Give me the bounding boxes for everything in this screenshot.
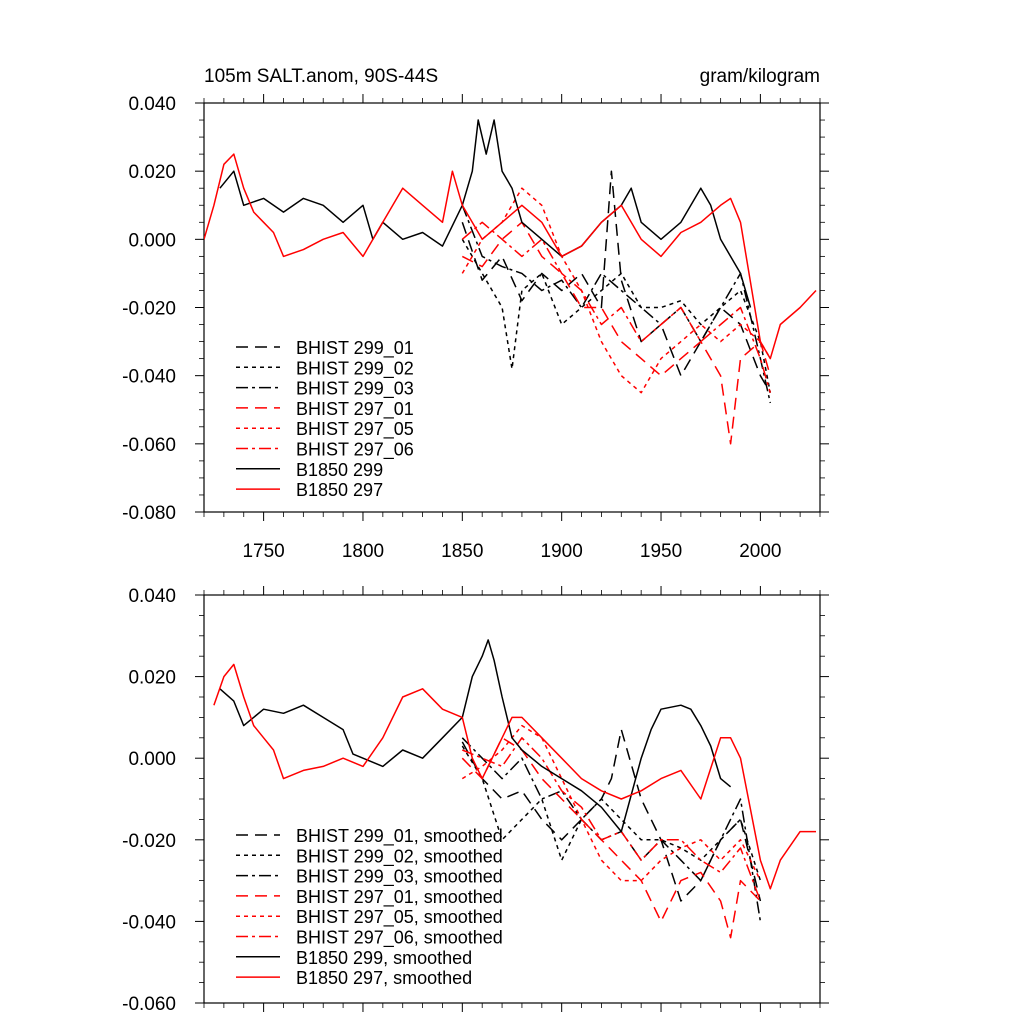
legend-label: BHIST 297_05, smoothed xyxy=(296,907,503,928)
units-label: gram/kilogram xyxy=(700,66,820,87)
series-line xyxy=(461,238,772,393)
series-line xyxy=(461,221,772,445)
series-line xyxy=(462,737,762,902)
legend-label: BHIST 299_03 xyxy=(296,379,414,400)
legend-label: BHIST 299_02, smoothed xyxy=(296,846,503,867)
x-tick-label: 1950 xyxy=(640,541,682,562)
y-tick-label: -0.060 xyxy=(122,994,176,1015)
y-tick-label: 0.040 xyxy=(128,94,176,115)
series-line xyxy=(461,221,772,393)
legend-label: BHIST 299_01 xyxy=(296,338,414,359)
series-line xyxy=(461,187,771,394)
legend-label: B1850 299, smoothed xyxy=(296,948,472,968)
series-line xyxy=(461,724,762,882)
y-tick-label: 0.000 xyxy=(128,749,176,770)
legend-label: B1850 297 xyxy=(296,480,383,500)
legend-label: BHIST 297_01 xyxy=(296,399,414,420)
series-line xyxy=(461,728,762,902)
y-tick-label: -0.040 xyxy=(122,367,176,388)
legend-label: B1850 297, smoothed xyxy=(296,968,472,988)
series-line xyxy=(219,639,732,833)
x-tick-label: 1850 xyxy=(441,541,483,562)
legend-label: BHIST 299_03, smoothed xyxy=(296,867,503,888)
legend-label: B1850 299 xyxy=(296,460,383,480)
y-tick-label: 0.020 xyxy=(128,162,176,183)
top-panel: 1750 1800 1850 1900 1950 2000 0.040 0.020 0.000 -… xyxy=(122,94,829,562)
series-line xyxy=(461,745,762,881)
series-line xyxy=(461,737,762,922)
chart-title: 105m SALT.anom, 90S-44S xyxy=(204,66,438,87)
legend-label: BHIST 297_05 xyxy=(296,419,414,440)
series-line xyxy=(461,170,771,394)
y-tick-label: -0.080 xyxy=(122,503,176,524)
series-line xyxy=(461,737,761,939)
y-tick-label: -0.020 xyxy=(122,831,176,852)
series-line xyxy=(461,205,772,404)
x-tick-label: 1900 xyxy=(541,541,583,562)
series-line xyxy=(213,663,816,890)
y-tick-label: -0.040 xyxy=(122,912,176,933)
y-tick-label: 0.040 xyxy=(128,586,176,607)
x-tick-label: 2000 xyxy=(739,541,781,562)
y-tick-label: -0.020 xyxy=(122,299,176,320)
legend-label: BHIST 297_06 xyxy=(296,440,414,461)
series-line xyxy=(219,119,752,308)
y-tick-label: -0.060 xyxy=(122,435,176,456)
x-tick-label: 1750 xyxy=(242,541,284,562)
x-tick-label: 1800 xyxy=(342,541,384,562)
y-tick-label: 0.000 xyxy=(128,230,176,251)
legend-label: BHIST 297_06, smoothed xyxy=(296,928,503,949)
bottom-panel: 0.040 0.020 0.000 -0.020 -0.040 -0.060 BHIST 2… xyxy=(122,586,829,1015)
legend-label: BHIST 297_01, smoothed xyxy=(296,887,503,908)
y-tick-label: 0.020 xyxy=(128,668,176,689)
legend-label: BHIST 299_02 xyxy=(296,358,414,379)
series-line xyxy=(204,153,817,360)
legend-label: BHIST 299_01, smoothed xyxy=(296,826,503,847)
